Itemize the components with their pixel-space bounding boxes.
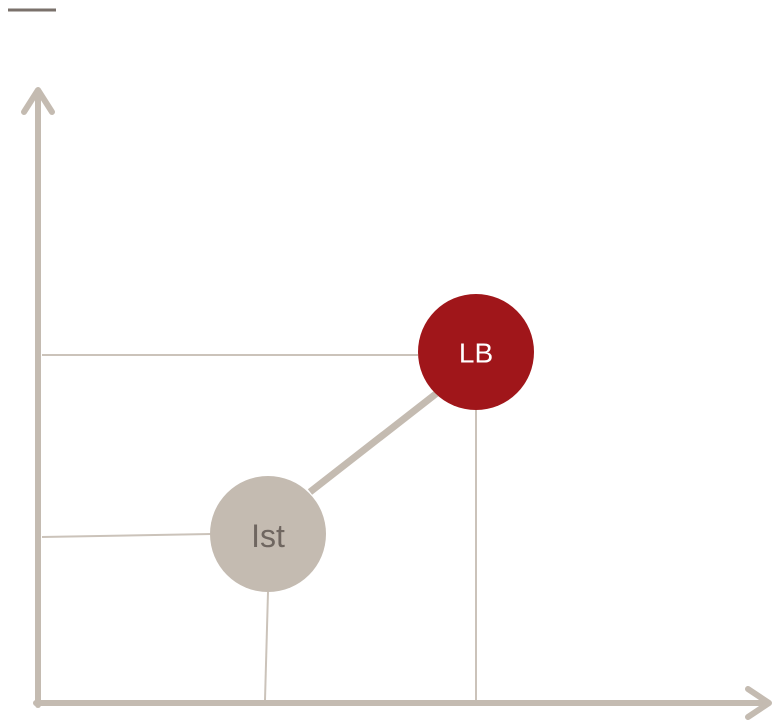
y-axis-arrow [21,87,55,115]
node-circle [418,294,534,410]
connector [307,390,440,495]
node-circle [210,476,326,592]
guide-line [264,591,269,701]
node-label: LB [459,338,493,369]
x-axis-arrow [745,686,772,720]
node-label: Ist [251,518,285,554]
guide-line [41,533,212,538]
